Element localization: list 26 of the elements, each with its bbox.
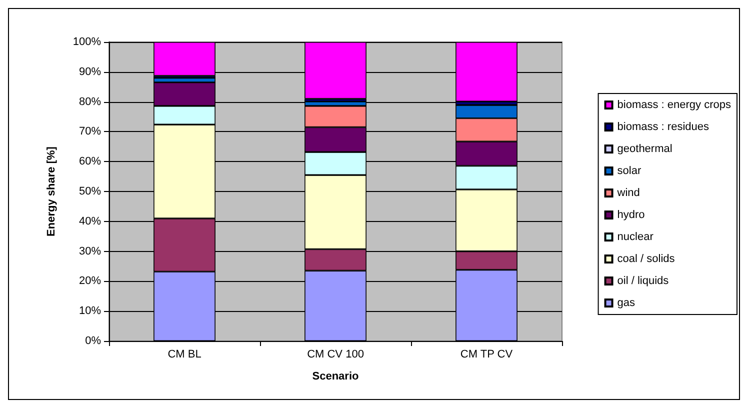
y-tick-label: 90% — [78, 66, 102, 78]
legend-label: wind — [616, 187, 640, 199]
y-tick-label: 0% — [85, 335, 102, 347]
x-tick-label: CM BL — [168, 348, 202, 360]
y-tick-label: 100% — [72, 36, 102, 48]
legend-label: coal / solids — [617, 253, 676, 265]
x-axis-title: Scenario — [312, 370, 360, 382]
x-tick-label: CM TP CV — [460, 348, 514, 360]
legend-label: hydro — [617, 209, 645, 221]
legend-label: nuclear — [617, 231, 654, 243]
y-tick-label: 80% — [78, 96, 102, 108]
y-tick-label: 40% — [78, 215, 102, 228]
y-tick-label: 60% — [78, 156, 102, 168]
legend-label: biomass : residues — [617, 121, 710, 133]
y-tick-label: 20% — [78, 275, 102, 288]
legend-label: gas — [617, 297, 636, 309]
legend-label: geothermal — [617, 143, 672, 155]
legend-label: oil / liquids — [617, 275, 670, 287]
y-axis-title: Energy share [%] — [46, 146, 58, 236]
y-tick-label: 30% — [78, 245, 102, 258]
legend-label: biomass : energy crops — [617, 99, 732, 111]
x-tick-label: CM CV 100 — [307, 348, 364, 360]
y-tick-label: 50% — [78, 186, 102, 198]
y-tick-label: 70% — [78, 126, 102, 138]
legend-label: solar — [617, 165, 642, 177]
y-tick-label: 10% — [78, 305, 102, 318]
